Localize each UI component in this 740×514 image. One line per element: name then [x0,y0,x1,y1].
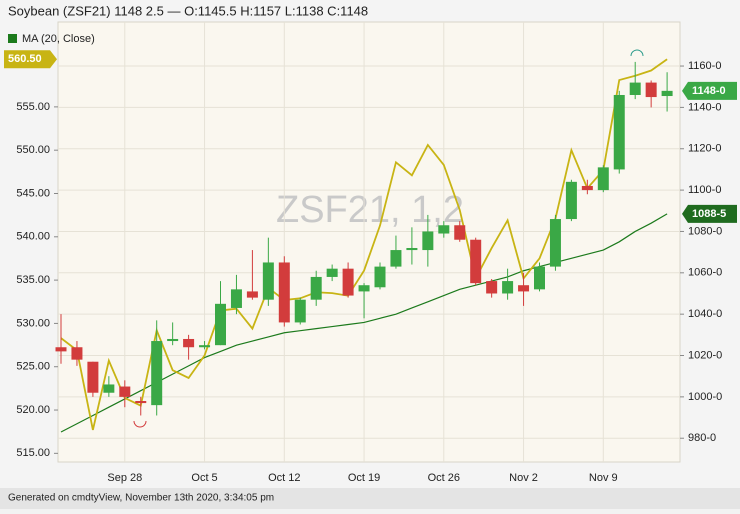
x-tick-label: Nov 9 [589,472,618,484]
candle-body [534,266,545,290]
candle-body [246,291,258,298]
candle-body [422,231,434,251]
candle-body [135,401,147,404]
y2-tick-label: 1120-0 [688,143,721,155]
candle-body [151,341,163,406]
candle-body [103,384,115,393]
candle-body [167,338,179,342]
candle-body [502,281,514,294]
candle-body [215,303,226,346]
candle-body [326,268,338,277]
y2-tick-label: 980-0 [688,432,716,444]
legend-label: MA (20, Close) [22,33,95,45]
y-tick-label: 555.00 [16,101,50,113]
candle-body [199,345,211,348]
y-tick-label: 550.00 [16,144,50,156]
x-tick-label: Oct 5 [191,472,217,484]
candle-body [294,299,306,323]
low-marker [133,420,147,428]
candle-body [661,90,673,97]
candle-body [183,338,195,348]
candle-body [518,285,530,292]
candle-body [581,185,593,191]
chart-title: Soybean (ZSF21) 1148 2.5 — O:1145.5 H:11… [8,3,368,18]
x-tick-label: Nov 2 [509,472,538,484]
candle-body [613,94,625,170]
x-tick-label: Oct 26 [428,472,460,484]
candle-body [597,167,609,191]
watermark: ZSF21, 1,2 [276,189,464,231]
price-badge-label: 1088-5 [692,208,726,220]
y2-tick-label: 1020-0 [688,349,722,361]
y2-tick-label: 1080-0 [688,225,722,237]
candle-body [390,250,402,267]
candle-body [278,262,290,323]
high-marker [630,49,644,57]
candle-body [454,225,466,240]
candle-body [87,361,99,393]
footer: Generated on cmdtyView, November 13th 20… [8,493,274,504]
y-tick-label: 545.00 [16,187,50,199]
candle-body [549,219,561,267]
y-tick-label: 535.00 [16,274,50,286]
price-badge-label: 560.50 [8,53,42,65]
candle-body [406,247,418,251]
candle-body [486,281,498,294]
candle-body [470,239,482,284]
y-tick-label: 530.00 [16,317,50,329]
price-badge [682,204,737,223]
footer-bar [0,488,740,509]
price-badge [4,50,57,69]
y2-tick-label: 1140-0 [688,101,721,113]
candle-body [262,262,274,300]
y2-tick-label: 1060-0 [688,267,722,279]
y2-tick-label: 1160-0 [688,60,721,72]
y-tick-label: 540.00 [16,231,50,243]
x-tick-label: Sep 28 [107,472,142,484]
candle-body [438,225,450,234]
y-tick-label: 520.00 [16,404,50,416]
legend-swatch [8,34,17,43]
y-tick-label: 515.00 [16,447,50,459]
candle-body [55,347,67,352]
x-tick-label: Oct 12 [268,472,300,484]
candle-body [71,347,83,360]
candle-body [358,285,370,292]
y2-tick-label: 1000-0 [688,391,722,403]
price-badge [682,81,737,100]
price-badge-label: 1148-0 [692,85,726,97]
candle-body [374,266,386,288]
candle-body [629,82,641,95]
y2-tick-label: 1040-0 [688,308,722,320]
candle-body [230,289,242,308]
x-tick-label: Oct 19 [348,472,380,484]
candle-body [645,82,657,98]
candle-body [565,181,577,220]
candle-body [342,268,354,296]
y2-tick-label: 1100-0 [688,184,721,196]
y-tick-label: 525.00 [16,361,50,373]
candle-body [310,276,322,300]
candle-body [119,386,131,397]
